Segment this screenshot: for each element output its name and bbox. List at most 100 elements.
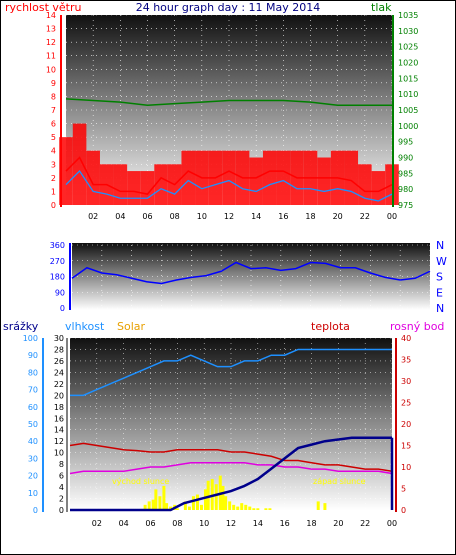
wind-bar [127, 171, 141, 205]
temperature-tick-label: 35 [401, 356, 411, 365]
humidity-tick-label: 2 [59, 495, 64, 504]
panel3-x-tick-label: 02 [92, 519, 102, 528]
direction-tick-label: 270 [50, 257, 65, 266]
panel3-series [69, 348, 394, 512]
wind-bar [344, 150, 359, 205]
pressure-tick-label: 985 [398, 169, 413, 178]
panel3-x-tick-label: 16 [280, 519, 290, 528]
panel1-x-tick-label: 18 [305, 212, 315, 221]
panel1-x-tick-label: 22 [360, 212, 370, 221]
wind-tick-label: 4 [51, 147, 56, 156]
solar-bar [162, 485, 166, 510]
wind-bar [86, 150, 100, 205]
rain-tick-label: 0 [33, 506, 38, 515]
humidity-tick-label: 8 [59, 460, 64, 469]
wind-tick-label: 14 [46, 11, 56, 20]
pressure-tick-label: 1005 [398, 106, 418, 115]
panel3-x-tick-label: 10 [199, 519, 209, 528]
direction-tick-label: 180 [50, 273, 65, 282]
panel1-x-tick-label: 20 [333, 212, 343, 221]
wind-bar [222, 150, 236, 205]
panel1-x-tick-label: 08 [170, 212, 180, 221]
direction-tick-label: 360 [50, 241, 65, 250]
panel1-x-tick-label: 12 [224, 212, 234, 221]
solar-bar [165, 503, 169, 510]
chart-title: 24 hour graph day : 11 May 2014 [136, 1, 321, 14]
solar-bar [316, 501, 320, 510]
rain-tick-label: 50 [28, 420, 38, 429]
solar-bar [323, 503, 327, 510]
humidity-tick-label: 20 [54, 391, 64, 400]
solar-bar [183, 501, 187, 510]
solar-bar [264, 508, 268, 510]
humidity-tick-label: 26 [54, 357, 64, 366]
wind-tick-label: 9 [51, 79, 56, 88]
pressure-tick-label: 980 [398, 185, 413, 194]
wind-tick-label: 7 [51, 106, 56, 115]
panel3-x-tick-label: 06 [145, 519, 155, 528]
panel1-grid [66, 14, 393, 206]
humidity-tick-label: 4 [59, 483, 64, 492]
rain-tick-label: 100 [23, 334, 38, 343]
temperature-axis-ticks: 0 5 10 15 20 25 30 35 40 [401, 334, 411, 515]
solar-bar [224, 496, 228, 510]
panel1-x-ticks: 02 04 06 08 10 12 14 16 18 20 22 00 [88, 212, 397, 221]
pressure-tick-label: 1025 [398, 43, 418, 52]
solar-bar [248, 506, 252, 510]
humidity-tick-label: 10 [54, 449, 64, 458]
pressure-tick-label: 995 [398, 138, 413, 147]
rain-tick-label: 40 [28, 437, 38, 446]
wind-bar [181, 150, 196, 205]
solar-label: Solar [117, 320, 146, 333]
pressure-line [65, 98, 392, 107]
wind-tick-label: 0 [51, 201, 56, 210]
wind-tick-label: 10 [46, 65, 56, 74]
humidity-tick-label: 0 [59, 506, 64, 515]
direction-axis-ticks: 0 90 180 270 360 [50, 241, 65, 313]
panel3-x-ticks: 02 04 06 08 10 12 14 16 18 20 22 00 [92, 519, 397, 528]
temperature-tick-label: 40 [401, 334, 411, 343]
panel3-x-tick-label: 08 [172, 519, 182, 528]
wind-tick-label: 13 [46, 25, 56, 34]
rain-tick-label: 20 [28, 472, 38, 481]
compass-label: S [436, 271, 443, 284]
temperature-tick-label: 0 [401, 506, 406, 515]
solar-bar [158, 496, 162, 510]
temperature-tick-label: 5 [401, 485, 406, 494]
panel3-x-tick-label: 14 [253, 519, 263, 528]
solar-bar [187, 506, 191, 510]
solar-bar [240, 503, 244, 510]
solar-bar [154, 489, 158, 510]
humidity-tick-label: 22 [54, 380, 64, 389]
solar-bar [214, 484, 218, 510]
pressure-tick-label: 1000 [398, 122, 418, 131]
panel1-x-tick-label: 02 [88, 212, 98, 221]
pressure-tick-label: 975 [398, 201, 413, 210]
direction-tick-label: 90 [55, 288, 65, 297]
panel1-x-tick-label: 06 [142, 212, 152, 221]
panel3-x-tick-label: 20 [333, 519, 343, 528]
direction-line [71, 261, 431, 285]
solar-bar [199, 504, 203, 510]
solar-bar [147, 501, 151, 510]
wind-bar [154, 164, 168, 205]
solar-bar [252, 508, 256, 510]
wind-line [65, 156, 393, 195]
panel3-x-tick-label: 00 [387, 519, 397, 528]
wind-tick-label: 12 [46, 38, 56, 47]
temperature-label: teplota [311, 320, 350, 333]
solar-bar [210, 479, 214, 510]
wind-bar [371, 171, 386, 205]
humidity-line [70, 348, 392, 397]
temperature-line [69, 442, 393, 473]
wind-tick-label: 2 [51, 174, 56, 183]
panel3-x-tick-label: 22 [360, 519, 370, 528]
wind-tick-label: 6 [51, 120, 56, 129]
pressure-tick-label: 990 [398, 154, 413, 163]
panel3-x-tick-label: 12 [226, 519, 236, 528]
rain-tick-label: 90 [28, 351, 38, 360]
panel2-series [71, 261, 431, 285]
rain-line [70, 436, 392, 512]
